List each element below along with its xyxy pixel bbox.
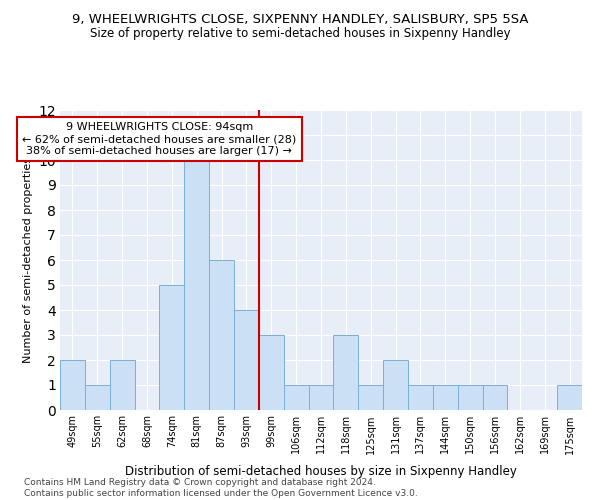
Bar — [110, 360, 134, 410]
Text: 9, WHEELWRIGHTS CLOSE, SIXPENNY HANDLEY, SALISBURY, SP5 5SA: 9, WHEELWRIGHTS CLOSE, SIXPENNY HANDLEY,… — [72, 12, 528, 26]
Text: Size of property relative to semi-detached houses in Sixpenny Handley: Size of property relative to semi-detach… — [89, 28, 511, 40]
Text: 9 WHEELWRIGHTS CLOSE: 94sqm
← 62% of semi-detached houses are smaller (28)
38% o: 9 WHEELWRIGHTS CLOSE: 94sqm ← 62% of sem… — [22, 122, 296, 156]
Bar — [383, 360, 408, 410]
Bar — [308, 385, 334, 410]
Bar — [557, 385, 582, 410]
Bar — [209, 260, 234, 410]
Bar — [160, 285, 184, 410]
Bar — [259, 335, 284, 410]
X-axis label: Distribution of semi-detached houses by size in Sixpenny Handley: Distribution of semi-detached houses by … — [125, 464, 517, 477]
Bar — [408, 385, 433, 410]
Bar — [284, 385, 308, 410]
Y-axis label: Number of semi-detached properties: Number of semi-detached properties — [23, 157, 32, 363]
Bar — [358, 385, 383, 410]
Bar — [85, 385, 110, 410]
Bar — [458, 385, 482, 410]
Bar — [334, 335, 358, 410]
Bar — [60, 360, 85, 410]
Text: Contains HM Land Registry data © Crown copyright and database right 2024.
Contai: Contains HM Land Registry data © Crown c… — [24, 478, 418, 498]
Bar — [184, 160, 209, 410]
Bar — [433, 385, 458, 410]
Bar — [482, 385, 508, 410]
Bar — [234, 310, 259, 410]
